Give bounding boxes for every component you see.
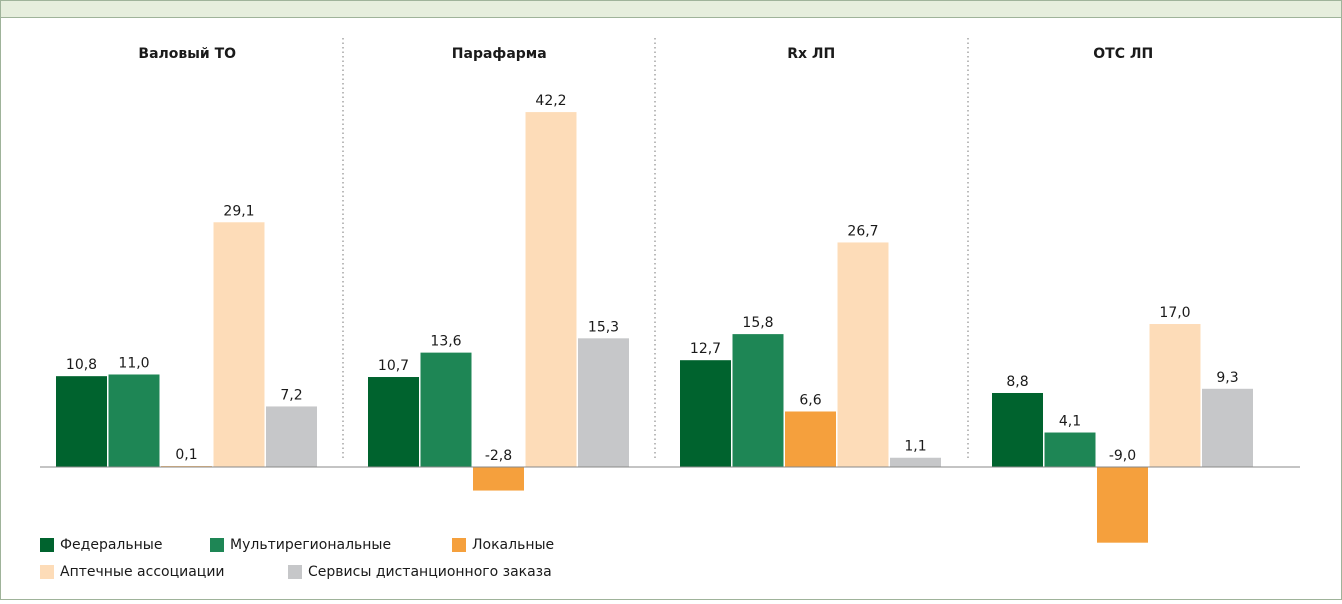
value-label: 10,8 — [66, 357, 97, 373]
bar — [266, 406, 317, 467]
legend-label: Федеральные — [60, 537, 162, 553]
value-label: 0,1 — [175, 447, 197, 463]
bar — [56, 376, 107, 467]
value-label: 1,1 — [904, 439, 926, 455]
value-label: 9,3 — [1216, 370, 1238, 386]
legend-label: Сервисы дистанционного заказа — [308, 564, 552, 580]
value-label: 11,0 — [118, 355, 149, 371]
legend-swatch — [210, 538, 224, 552]
legend-swatch — [288, 565, 302, 579]
bar — [213, 222, 265, 467]
value-label: 13,6 — [430, 334, 461, 350]
value-label: 8,8 — [1006, 374, 1028, 390]
value-label: 4,1 — [1059, 414, 1081, 430]
value-label: 7,2 — [280, 387, 302, 403]
legend-swatch — [40, 538, 54, 552]
value-label: 6,6 — [799, 392, 821, 408]
bar — [680, 360, 731, 467]
value-label: 29,1 — [223, 203, 254, 219]
bar — [525, 112, 577, 468]
value-label: -2,8 — [485, 448, 512, 464]
legend-label: Мультирегиональные — [230, 537, 391, 553]
bar — [992, 392, 1043, 467]
value-label: 26,7 — [847, 223, 878, 239]
value-label: 15,8 — [742, 315, 773, 331]
panel-title: Rx ЛП — [787, 46, 835, 62]
bar — [785, 411, 836, 467]
value-label: 42,2 — [535, 93, 566, 109]
legend-label: Аптечные ассоциации — [60, 564, 225, 580]
bar — [837, 242, 889, 467]
bar — [578, 338, 629, 467]
value-label: 15,3 — [588, 319, 619, 335]
legend-swatch — [452, 538, 466, 552]
value-label: 17,0 — [1159, 305, 1190, 321]
bar — [108, 374, 160, 467]
value-label: 12,7 — [690, 341, 721, 357]
bar — [473, 467, 524, 491]
legend-swatch — [40, 565, 54, 579]
panel-title: ОТС ЛП — [1093, 46, 1153, 62]
bar — [368, 377, 419, 467]
bar — [1097, 467, 1148, 543]
bar — [1149, 324, 1201, 467]
panel-title: Парафарма — [452, 46, 547, 62]
bar — [1202, 388, 1253, 467]
bar — [1044, 432, 1096, 467]
header-strip — [0, 0, 1342, 18]
panel-title: Валовый ТО — [138, 46, 236, 62]
bar — [732, 334, 784, 467]
bar — [420, 352, 472, 467]
bar — [890, 457, 941, 467]
value-label: -9,0 — [1109, 448, 1136, 464]
value-label: 10,7 — [378, 358, 409, 374]
legend-label: Локальные — [472, 537, 554, 553]
